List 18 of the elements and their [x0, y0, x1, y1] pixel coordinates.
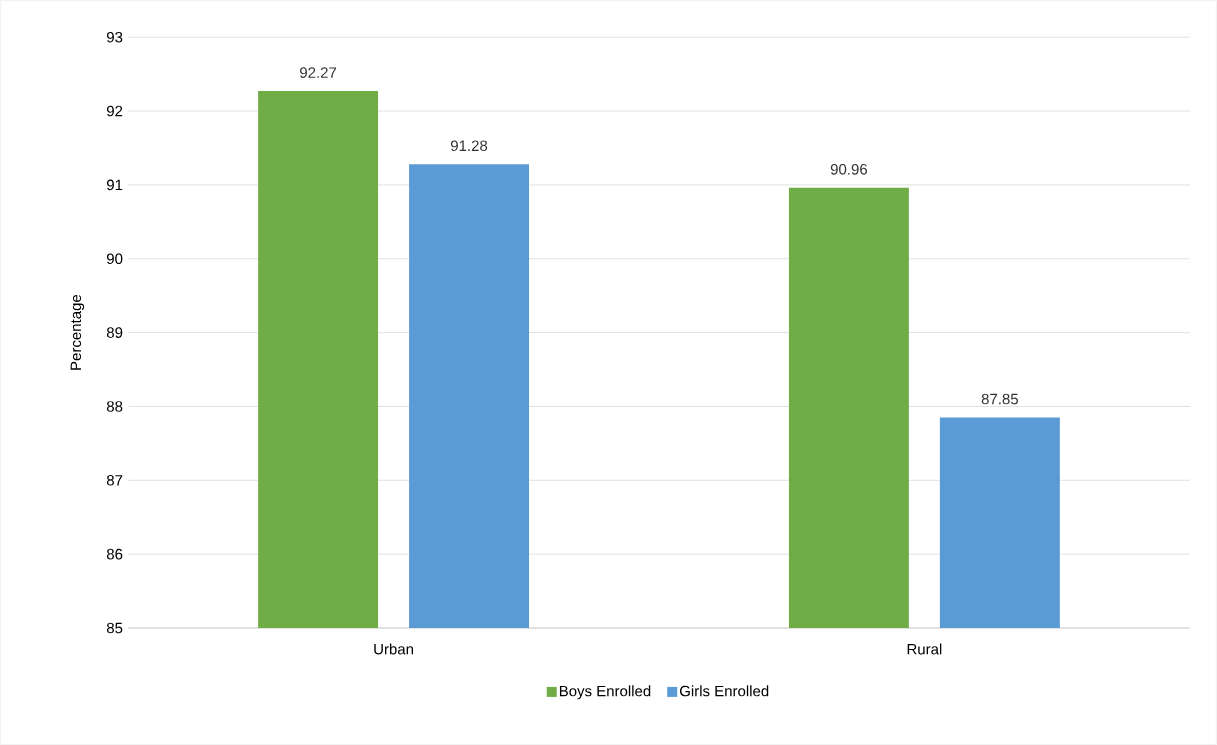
- y-tick-label: 89: [106, 327, 123, 338]
- legend-label: Girls Enrolled: [679, 685, 769, 697]
- y-axis-title: Percentage: [70, 294, 85, 370]
- x-tick-label: Rural: [907, 643, 942, 655]
- legend-label: Boys Enrolled: [559, 685, 651, 700]
- y-tick-label: 86: [106, 548, 123, 560]
- data-label: 90.96: [830, 163, 868, 175]
- y-tick-label: 85: [106, 622, 123, 634]
- x-tick-label: Urban: [374, 643, 414, 655]
- data-label: 92.27: [300, 67, 337, 78]
- data-label: 87.85: [981, 393, 1018, 405]
- data-label: 91.28: [450, 140, 488, 151]
- y-tick-label: 88: [106, 401, 123, 412]
- y-tick-label: 90: [106, 253, 123, 264]
- y-tick-label: 91: [106, 179, 123, 191]
- y-tick-label: 92: [106, 105, 123, 117]
- y-tick-label: 93: [106, 31, 123, 43]
- y-tick-label: 87: [106, 474, 123, 486]
